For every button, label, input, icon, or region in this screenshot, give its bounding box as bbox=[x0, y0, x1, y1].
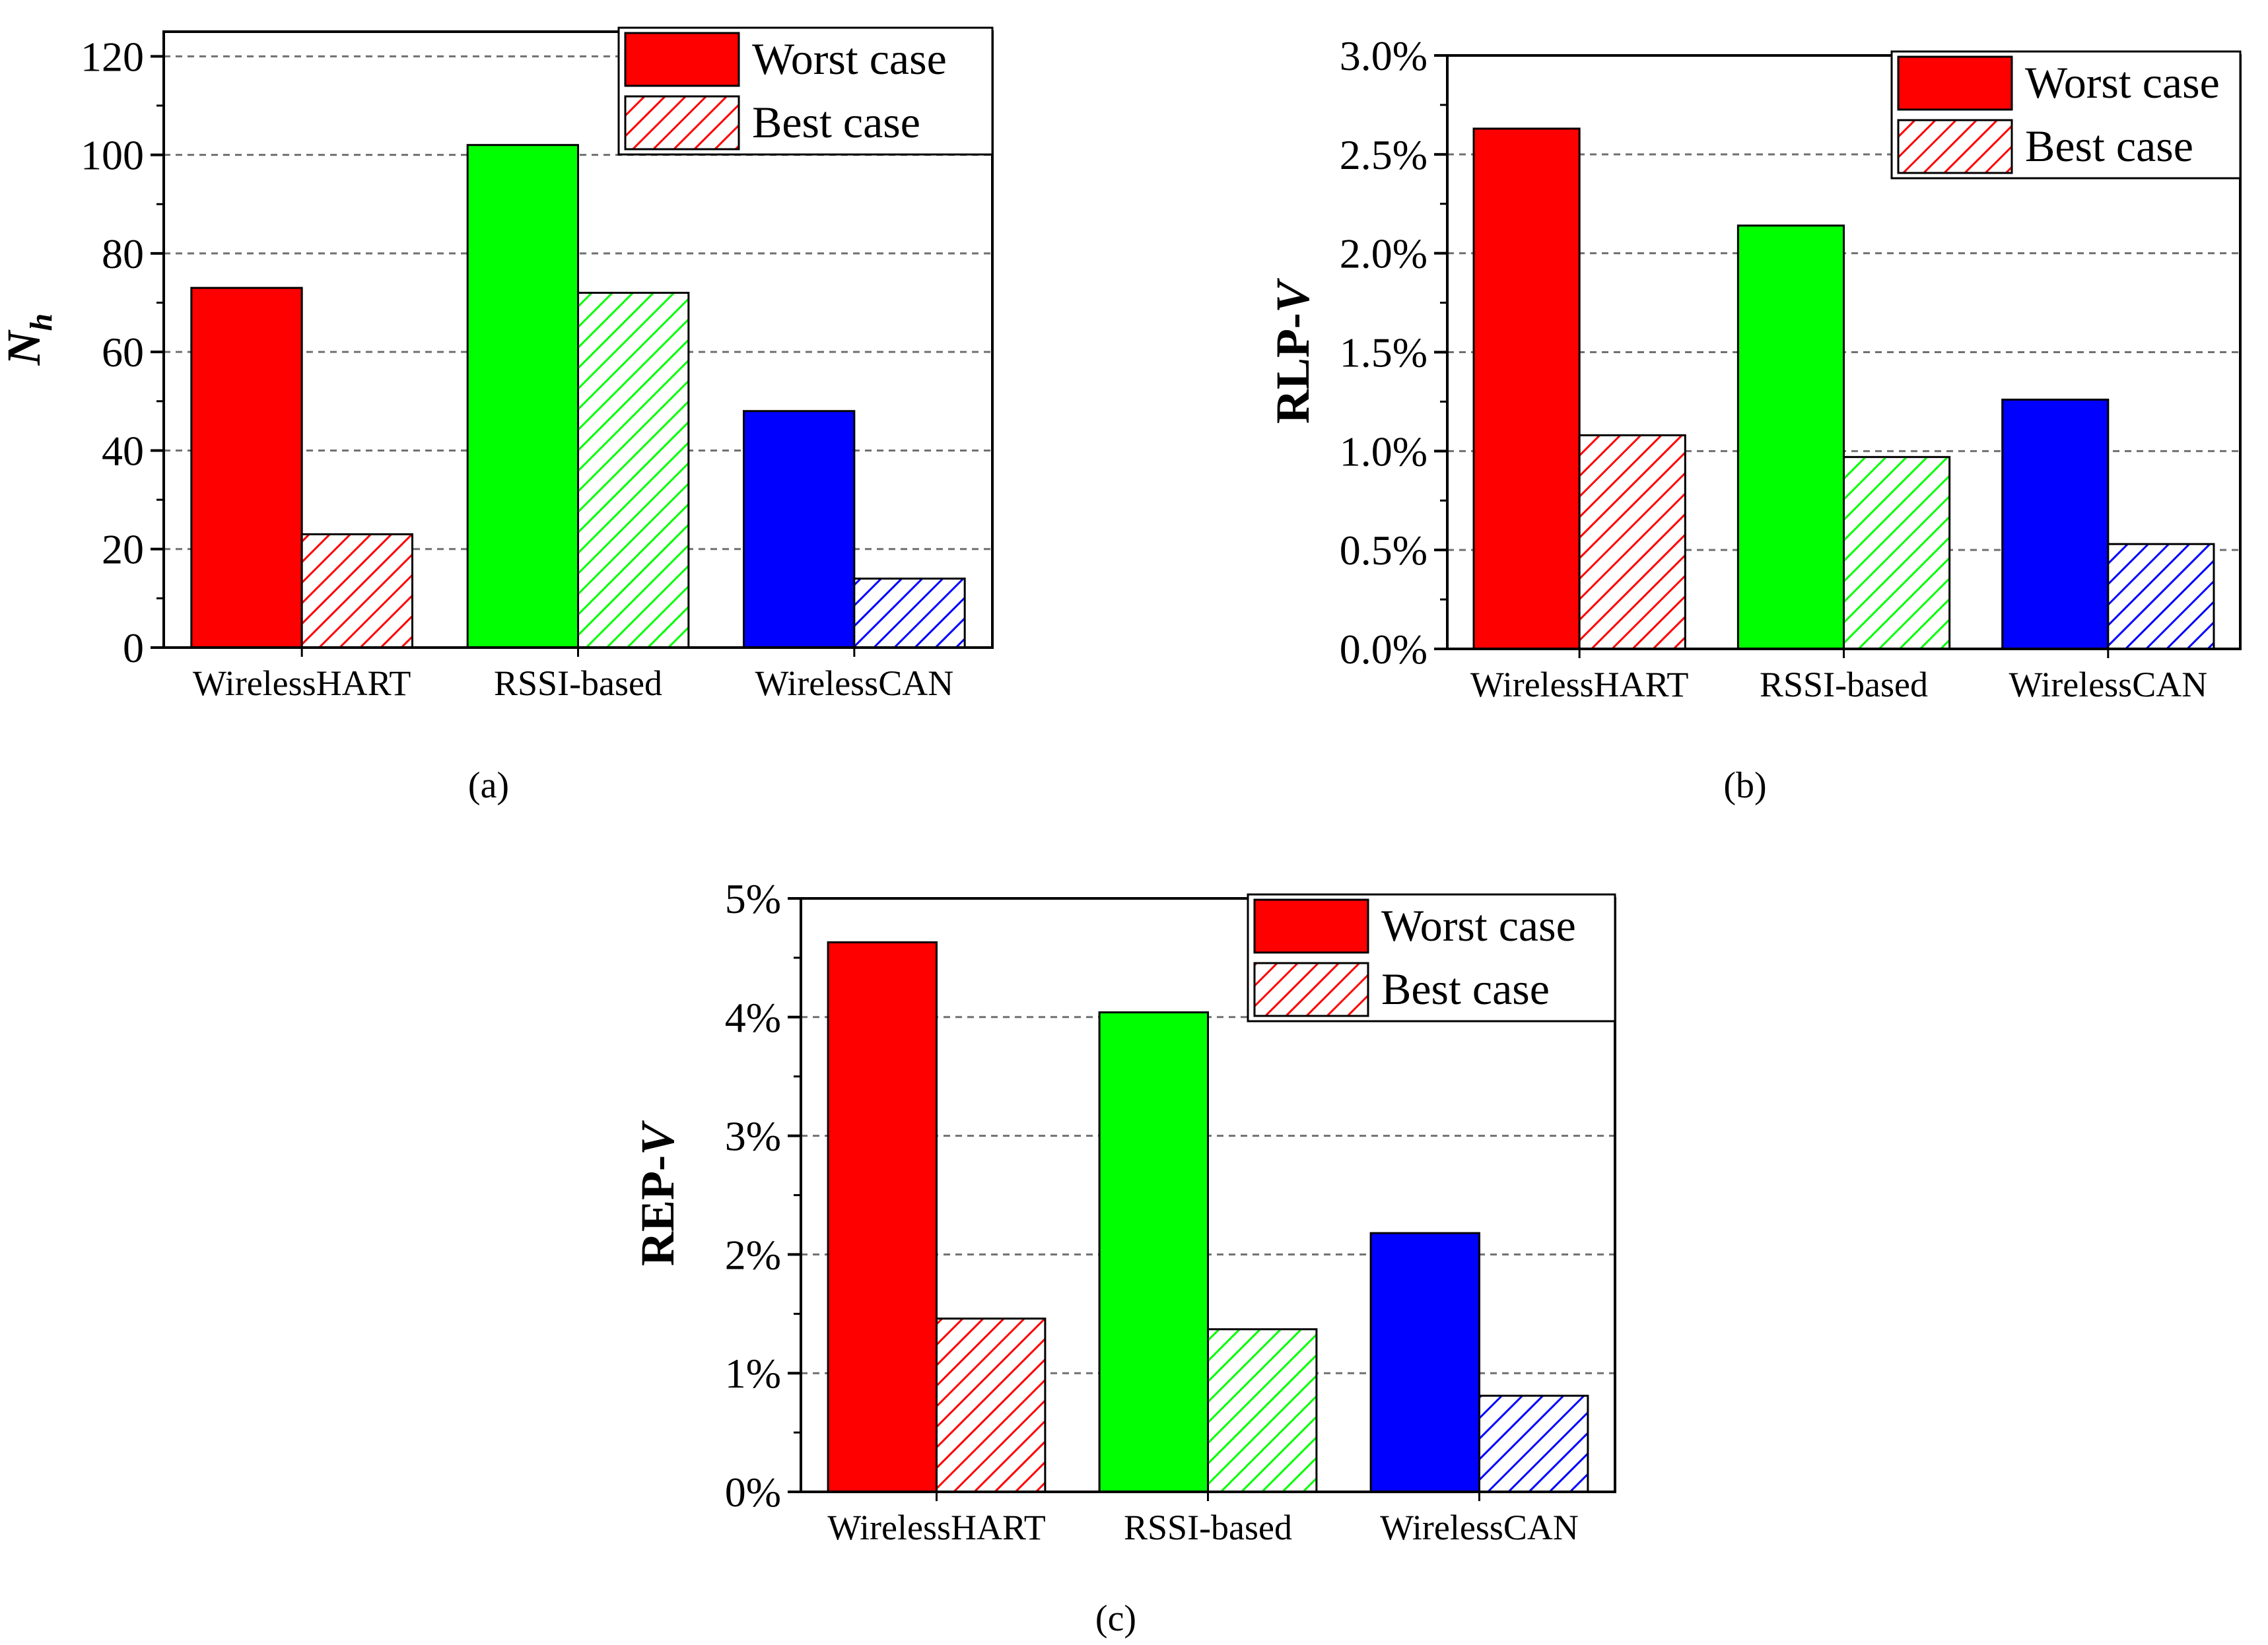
bar-WirelessCAN-best bbox=[853, 578, 966, 649]
legend-label: Best case bbox=[2025, 121, 2193, 171]
bar-WirelessHART-worst bbox=[190, 286, 303, 649]
y-tick-label: 0 bbox=[123, 624, 144, 671]
bar-WirelessHART-best bbox=[936, 1317, 1047, 1493]
legend-swatch-best bbox=[1253, 962, 1369, 1017]
y-axis-label: RLP-V bbox=[1266, 278, 1319, 424]
x-tick-label: WirelessHART bbox=[193, 663, 411, 703]
chart-panel-a: WirelessHART RSSI-based WirelessCAN 0 20 40 60… bbox=[0, 26, 994, 703]
bar-WirelessCAN-best bbox=[2107, 543, 2215, 650]
legend-swatch-best bbox=[624, 95, 740, 151]
x-tick-label: RSSI-based bbox=[1124, 1508, 1292, 1547]
y-tick-label: 60 bbox=[102, 329, 144, 376]
chart-panel-b: WirelessHART RSSI-based WirelessCAN 0.0% 0.5… bbox=[1266, 32, 2242, 704]
legend-label: Worst case bbox=[752, 34, 947, 84]
legend-swatch-worst bbox=[624, 32, 740, 87]
y-tick-label: 120 bbox=[81, 33, 144, 80]
axes-frame bbox=[162, 30, 994, 649]
legend-swatch-worst bbox=[1897, 55, 2013, 111]
y-axis-label: Nh bbox=[0, 314, 59, 366]
x-tick-label: WirelessCAN bbox=[2009, 665, 2207, 704]
caption-b: (b) bbox=[1723, 765, 1766, 806]
legend: Worst case Best case bbox=[1890, 50, 2242, 180]
bar-RSSI-based-worst bbox=[1736, 224, 1845, 650]
bar-WirelessHART-worst bbox=[1472, 127, 1581, 650]
x-tick-label: WirelessCAN bbox=[755, 663, 953, 703]
bar-RSSI-based-worst bbox=[466, 144, 580, 649]
y-tick-label: 0% bbox=[725, 1469, 781, 1516]
bar-WirelessHART-best bbox=[1578, 434, 1686, 650]
bar-WirelessCAN-worst bbox=[2001, 398, 2110, 650]
legend-label: Best case bbox=[752, 97, 920, 147]
legend-label: Worst case bbox=[1381, 900, 1576, 951]
bar-WirelessHART-worst bbox=[827, 941, 938, 1493]
legend-label: Worst case bbox=[2025, 57, 2220, 108]
y-tick-label: 0.0% bbox=[1340, 626, 1427, 673]
legend-swatch-worst bbox=[1253, 898, 1369, 954]
legend: Worst case Best case bbox=[617, 26, 994, 156]
y-tick-label: 80 bbox=[102, 230, 144, 277]
legend-swatch-best bbox=[1897, 119, 2013, 174]
y-tick-label: 3% bbox=[725, 1113, 781, 1160]
bar-RSSI-based-worst bbox=[1098, 1011, 1209, 1493]
bar-WirelessHART-best bbox=[300, 533, 413, 649]
x-tick-label: RSSI-based bbox=[1760, 665, 1928, 704]
chart-panel-c: WirelessHART RSSI-based WirelessCAN 0% 1% 2% 3… bbox=[631, 875, 1616, 1547]
legend-label: Best case bbox=[1381, 964, 1550, 1014]
x-tick-label: WirelessCAN bbox=[1380, 1508, 1579, 1547]
caption-c: (c) bbox=[1095, 1598, 1136, 1639]
y-tick-label: 2.5% bbox=[1340, 131, 1427, 178]
y-tick-label: 1% bbox=[725, 1350, 781, 1397]
y-tick-label: 100 bbox=[81, 132, 144, 179]
bar-RSSI-based-best bbox=[1843, 455, 1951, 650]
y-tick-label: 5% bbox=[725, 875, 781, 922]
bar-WirelessCAN-worst bbox=[743, 410, 856, 649]
x-tick-label: RSSI-based bbox=[494, 663, 662, 703]
legend: Worst case Best case bbox=[1247, 893, 1616, 1023]
y-tick-label: 0.5% bbox=[1340, 527, 1427, 574]
bar-WirelessCAN-worst bbox=[1369, 1232, 1481, 1493]
bar-RSSI-based-best bbox=[1207, 1328, 1318, 1493]
y-tick-label: 1.5% bbox=[1340, 329, 1427, 376]
y-tick-label: 40 bbox=[102, 427, 144, 474]
y-tick-label: 2% bbox=[725, 1231, 781, 1278]
bar-WirelessCAN-best bbox=[1478, 1394, 1589, 1493]
y-tick-label: 3.0% bbox=[1340, 32, 1427, 79]
x-tick-label: WirelessHART bbox=[1470, 665, 1689, 704]
bar-RSSI-based-best bbox=[577, 292, 690, 649]
caption-a: (a) bbox=[468, 765, 509, 806]
y-tick-label: 20 bbox=[102, 526, 144, 573]
y-tick-label: 4% bbox=[725, 994, 781, 1041]
y-tick-label: 2.0% bbox=[1340, 230, 1427, 277]
y-axis-label: REP-V bbox=[631, 1120, 684, 1266]
y-tick-label: 1.0% bbox=[1340, 428, 1427, 475]
x-tick-label: WirelessHART bbox=[827, 1508, 1046, 1547]
